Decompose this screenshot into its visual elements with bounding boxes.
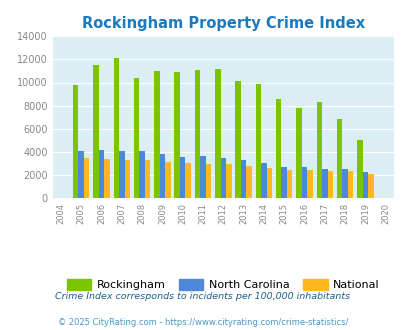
Bar	[266, 168, 271, 198]
Bar	[134, 79, 139, 198]
Bar	[307, 170, 312, 198]
Bar	[93, 65, 98, 198]
Bar	[235, 81, 240, 198]
Bar	[165, 162, 170, 198]
Bar	[124, 160, 130, 198]
Bar	[84, 157, 89, 198]
Bar	[246, 166, 251, 198]
Bar	[321, 169, 327, 198]
Legend: Rockingham, North Carolina, National: Rockingham, North Carolina, National	[62, 275, 383, 295]
Bar	[362, 172, 367, 198]
Bar	[119, 151, 124, 198]
Bar	[145, 160, 150, 198]
Text: Crime Index corresponds to incidents per 100,000 inhabitants: Crime Index corresponds to incidents per…	[55, 292, 350, 301]
Bar	[174, 72, 179, 198]
Bar	[296, 108, 301, 198]
Bar	[215, 69, 220, 198]
Bar	[179, 157, 185, 198]
Bar	[194, 70, 200, 198]
Bar	[286, 170, 292, 198]
Bar	[327, 171, 332, 198]
Bar	[260, 163, 266, 198]
Bar	[78, 151, 84, 198]
Bar	[104, 159, 109, 198]
Bar	[255, 84, 260, 198]
Bar	[341, 169, 347, 198]
Bar	[347, 172, 352, 198]
Bar	[154, 71, 159, 198]
Bar	[159, 154, 165, 198]
Title: Rockingham Property Crime Index: Rockingham Property Crime Index	[81, 16, 364, 31]
Bar	[185, 163, 190, 198]
Bar	[336, 119, 341, 198]
Bar	[316, 102, 321, 198]
Bar	[113, 58, 119, 198]
Bar	[220, 157, 226, 198]
Bar	[98, 150, 104, 198]
Bar	[275, 99, 281, 198]
Bar	[205, 164, 211, 198]
Text: © 2025 CityRating.com - https://www.cityrating.com/crime-statistics/: © 2025 CityRating.com - https://www.city…	[58, 318, 347, 327]
Bar	[139, 151, 145, 198]
Bar	[226, 164, 231, 198]
Bar	[240, 160, 246, 198]
Bar	[301, 167, 307, 198]
Bar	[73, 85, 78, 198]
Bar	[281, 167, 286, 198]
Bar	[356, 140, 362, 198]
Bar	[200, 156, 205, 198]
Bar	[367, 174, 373, 198]
